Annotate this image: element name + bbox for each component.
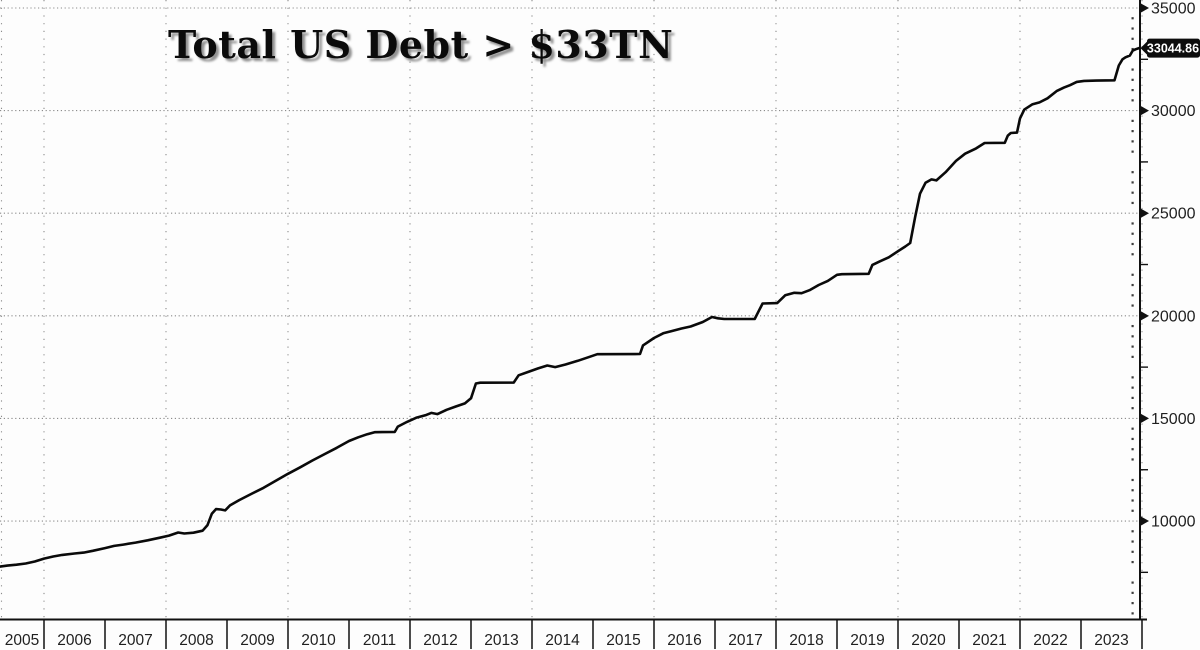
y-minor-tick [1131, 283, 1134, 287]
y-minor-tick [1131, 396, 1134, 400]
y-minor-tick [1131, 171, 1134, 174]
y-minor-tick [1131, 232, 1134, 235]
debt-line [0, 46, 1141, 568]
x-axis-year-label: 2012 [423, 632, 457, 649]
x-axis-year-label: 2008 [179, 632, 213, 649]
y-minor-tick [1131, 68, 1134, 71]
y-minor-tick [1131, 201, 1134, 205]
y-major-tick-arrow [1141, 516, 1149, 526]
y-minor-tick [1131, 437, 1134, 441]
x-axis-year-label: 2017 [728, 632, 762, 649]
y-minor-tick [1131, 602, 1134, 605]
x-axis-year-label: 2005 [5, 632, 39, 649]
y-minor-tick [1131, 27, 1134, 30]
x-axis-year-label: 2015 [606, 632, 640, 649]
y-major-tick-arrow [1141, 208, 1149, 218]
x-axis-year-label: 2013 [484, 632, 518, 649]
y-minor-tick [1131, 355, 1134, 358]
y-minor-tick [1131, 181, 1134, 184]
x-axis-year-label: 2019 [850, 632, 884, 649]
y-minor-tick [1131, 304, 1134, 307]
x-axis-year-label: 2020 [911, 632, 946, 649]
y-minor-tick [1131, 448, 1134, 451]
y-minor-tick [1131, 140, 1134, 143]
y-axis-label: 35000 [1151, 1, 1196, 18]
last-value-tag-text: 33044.86 [1147, 42, 1199, 56]
y-minor-tick [1131, 253, 1134, 256]
y-minor-tick [1131, 550, 1134, 553]
y-minor-tick [1131, 386, 1134, 389]
y-axis-label: 20000 [1151, 308, 1196, 325]
y-minor-tick [1131, 530, 1134, 533]
y-minor-tick [1131, 560, 1134, 564]
y-minor-tick [1131, 37, 1134, 40]
last-value-tag-notch [1140, 41, 1147, 55]
y-axis-label: 30000 [1151, 103, 1196, 120]
x-axis-year-label: 2010 [301, 632, 336, 649]
x-axis-year-label: 2021 [972, 632, 1006, 649]
y-minor-tick [1131, 88, 1134, 92]
y-minor-tick [1131, 478, 1134, 482]
y-major-tick-arrow [1141, 311, 1149, 321]
last-value-tag [1147, 38, 1200, 58]
y-minor-tick [1131, 458, 1134, 461]
x-axis-year-label: 2006 [57, 632, 91, 649]
x-axis-year-label: 2009 [240, 632, 274, 649]
y-minor-tick [1131, 150, 1134, 153]
y-major-tick-arrow [1141, 106, 1149, 116]
x-axis-year-label: 2011 [363, 632, 396, 649]
y-minor-tick [1131, 591, 1134, 594]
y-minor-tick [1131, 273, 1134, 276]
y-minor-tick [1131, 376, 1134, 379]
y-minor-tick [1131, 78, 1134, 81]
x-axis-year-label: 2007 [118, 632, 152, 649]
y-minor-tick [1131, 335, 1134, 338]
y-minor-tick [1131, 540, 1134, 543]
y-minor-tick [1131, 242, 1134, 246]
y-minor-tick [1131, 581, 1134, 584]
x-axis-year-label: 2016 [667, 632, 701, 649]
y-major-tick-arrow [1141, 3, 1149, 13]
y-minor-tick [1131, 294, 1134, 297]
y-axis-label: 15000 [1151, 411, 1196, 428]
y-minor-tick [1131, 345, 1134, 348]
y-minor-tick [1131, 130, 1134, 133]
chart-title: Total US Debt > $33TN [168, 22, 674, 67]
x-axis-year-label: 2022 [1033, 632, 1067, 649]
y-minor-tick [1131, 509, 1134, 512]
y-minor-tick [1131, 407, 1134, 410]
y-minor-tick [1131, 324, 1134, 328]
x-axis-year-label: 2018 [789, 632, 823, 649]
y-minor-tick [1131, 17, 1134, 20]
y-minor-tick [1131, 119, 1134, 122]
y-minor-tick [1131, 499, 1134, 502]
y-minor-tick [1131, 612, 1134, 615]
y-major-tick-arrow [1141, 413, 1149, 423]
x-axis-year-label: 2023 [1094, 632, 1128, 649]
x-axis-year-label: 2014 [545, 632, 580, 649]
y-axis-label: 25000 [1151, 206, 1196, 223]
y-minor-tick [1131, 489, 1134, 492]
y-minor-tick [1131, 47, 1134, 51]
y-minor-tick [1131, 222, 1134, 225]
y-axis-label: 10000 [1151, 514, 1196, 531]
y-minor-tick [1131, 99, 1134, 102]
y-minor-tick [1131, 427, 1134, 430]
y-minor-tick [1131, 191, 1134, 194]
